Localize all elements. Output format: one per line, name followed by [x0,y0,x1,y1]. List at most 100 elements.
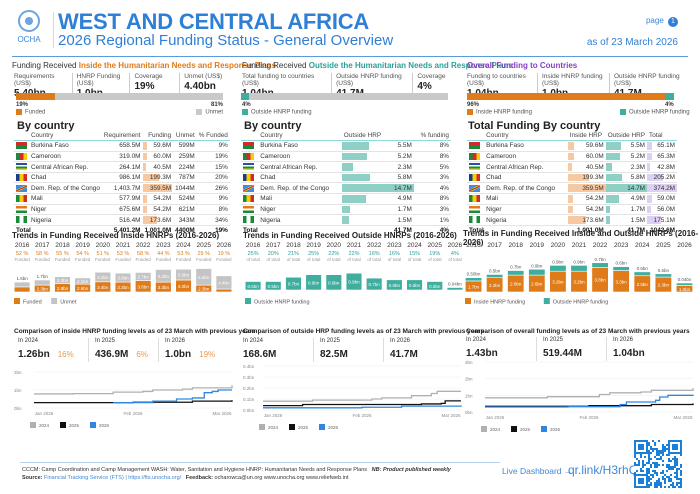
footer-source-link[interactable]: Financial Tracking Service (FTS) | https… [44,475,182,481]
table-row[interactable]: Dem. Rep. of the Congo 1,403.7M 359.5M 1044… [14,182,230,195]
table-row[interactable]: Central African Rep. 2.3M 5% [241,161,451,173]
pct-label: 52 % [16,251,29,257]
col-header[interactable]: Total [647,130,677,142]
col-header[interactable]: Requirement [101,130,143,142]
col-header[interactable]: Inside HRP [567,130,606,142]
table-row[interactable]: Cameroon 60.0M 5.2M 65.3M [467,151,677,163]
qr-code-icon[interactable] [634,440,682,488]
pct-label: 22% [348,251,359,257]
table-row[interactable]: Mali 4.9M 8% [241,193,451,205]
table-row[interactable]: Nigeria 1.5M 1% [241,214,451,226]
overall-title: Overall Funding to Countries [467,61,578,70]
flag-cell [241,182,259,195]
country-name-text: Chad [260,174,276,182]
table-row[interactable]: Cameroon 319.0M 60.0M 259M 19% [14,151,230,163]
bar-fill [647,195,652,203]
bar-value-label: 2.7bn [138,275,150,280]
country-name-text: Mali [31,195,43,203]
table-row[interactable]: Nigeria 173.6M 1.5M 175.1M [467,214,677,226]
cmp-kpi-label: In 2026 [165,338,186,344]
cmp-kpi: In 2025 519.44M [536,337,606,361]
flag-cell [241,172,259,184]
cmp-inside-title: Comparison of inside HNRP funding levels… [14,328,256,335]
bar-fill [605,173,622,182]
table-row[interactable]: Niger 54.2M 1.7M 56.0M [467,204,677,216]
country-name: Niger [29,204,102,216]
x-tick-label: Mar 2026 [441,413,461,418]
legend-label: 2025 [520,427,531,432]
col-header[interactable]: Outside HRP [341,130,414,142]
table-row[interactable]: Burkina Faso 658.5M 59.6M 599M 9% [14,140,230,152]
bar-fill [567,173,589,182]
col-header[interactable]: Funding [142,130,174,142]
y-tick-label: 2bn [14,370,22,375]
cmp-outside-chart: 0.0bn 0.1bn 0.2bn 0.3bn 0.4bn Jan 2026 Feb 202… [243,364,462,430]
country-name-text: Nigeria [486,216,507,224]
table-row[interactable]: Chad 5.8M 3% [241,172,451,184]
qr-module [654,482,656,484]
bar-value-label: 2.6bn [77,286,89,291]
inside-hrp-text: 173.6M [582,216,604,224]
year-label: 2019 [306,242,321,249]
table-row[interactable]: Burkina Faso 59.6M 5.5M 65.1M [467,140,677,152]
flag-icon [16,142,27,150]
table-row[interactable]: Central African Rep. 264.1M 40.5M 224M 15% [14,161,230,173]
col-header[interactable]: % Funded [196,130,230,142]
table-row[interactable]: Cameroon 5.2M 8% [241,151,451,163]
qr-module [674,458,676,460]
legend-swatch-2025 [60,422,66,428]
table-row[interactable]: Chad 986.1M 199.3M 787M 20% [14,172,230,184]
country-name: Mali [258,193,342,205]
table-row[interactable]: Central African Rep. 40.5M 2.3M 42.8M [467,161,677,173]
pct-suffix: of total [307,257,321,262]
qr-link[interactable]: qr.link/H3rhQo [568,463,645,477]
pct-label: 16% [389,251,400,257]
bar-value-label: 2.6bn [531,282,543,287]
funding: 199.3M [142,172,174,184]
col-header[interactable]: Country [29,130,102,142]
qr-module [650,474,652,476]
pct-funded-text: 20% [215,174,228,182]
qr-module [670,480,672,482]
table-row[interactable]: Chad 199.3M 5.8M 205.2M [467,172,677,184]
flag-cell [14,140,29,152]
col-header[interactable]: Unmet [173,130,197,142]
table-row[interactable]: Mali 54.2M 4.9M 59.0M [467,193,677,205]
legend-inside-label: Inside HNRP funding [476,109,532,116]
qr-module [654,444,656,446]
pct-suffix: of total [267,257,281,262]
pct-label: 19% [429,251,440,257]
col-header[interactable]: Country [484,130,568,142]
requirement-text: 1,403.7M [113,184,141,192]
cmp-kpi-row: 82.5M [320,344,383,362]
bar-unmet [135,272,152,281]
legend-outside-hnrp: Outside HNRP funding [620,109,690,116]
table-row[interactable]: Burkina Faso 5.5M 8% [241,140,451,152]
footer-feedback[interactable]: ocharowca@un.org www.unocha.org www.reli… [214,475,349,481]
table-row[interactable]: Nigeria 516.4M 173.6M 343M 34% [14,214,230,226]
flag-cell [14,182,29,195]
flag-cell [241,193,259,205]
total-text: 65.3M [657,152,675,160]
qr-module [658,482,660,484]
col-header[interactable]: Country [258,130,342,142]
bar-value-label: 0.5bn [268,284,280,289]
col-header[interactable]: % funding [413,130,451,142]
table-row[interactable]: Niger 1.7M 3% [241,204,451,216]
footer-nb: NB: Product published weekly [371,467,451,473]
col-header[interactable]: Outside HRP [605,130,647,142]
qr-module [662,470,664,472]
table-row[interactable]: Mali 577.9M 54.2M 524M 9% [14,193,230,205]
table-row[interactable]: Niger 675.6M 54.2M 621M 8% [14,204,230,216]
bar-value-label: 0.9bn [348,280,360,285]
qr-module [654,466,656,468]
qr-module [662,476,664,478]
bar-value-label: 2.3bn [37,287,49,292]
table-row[interactable]: Dem. Rep. of the Congo 359.5M 14.7M 374.2M [467,182,677,195]
bar-value-label: 0.7bn [288,282,300,287]
qr-module [666,476,668,478]
year-label: 2025 [196,242,211,249]
x-tick-label: Jan 2026 [264,413,283,418]
table-row[interactable]: Dem. Rep. of the Congo 14.7M 4% [241,182,451,195]
legend-label: Funded [23,300,42,306]
